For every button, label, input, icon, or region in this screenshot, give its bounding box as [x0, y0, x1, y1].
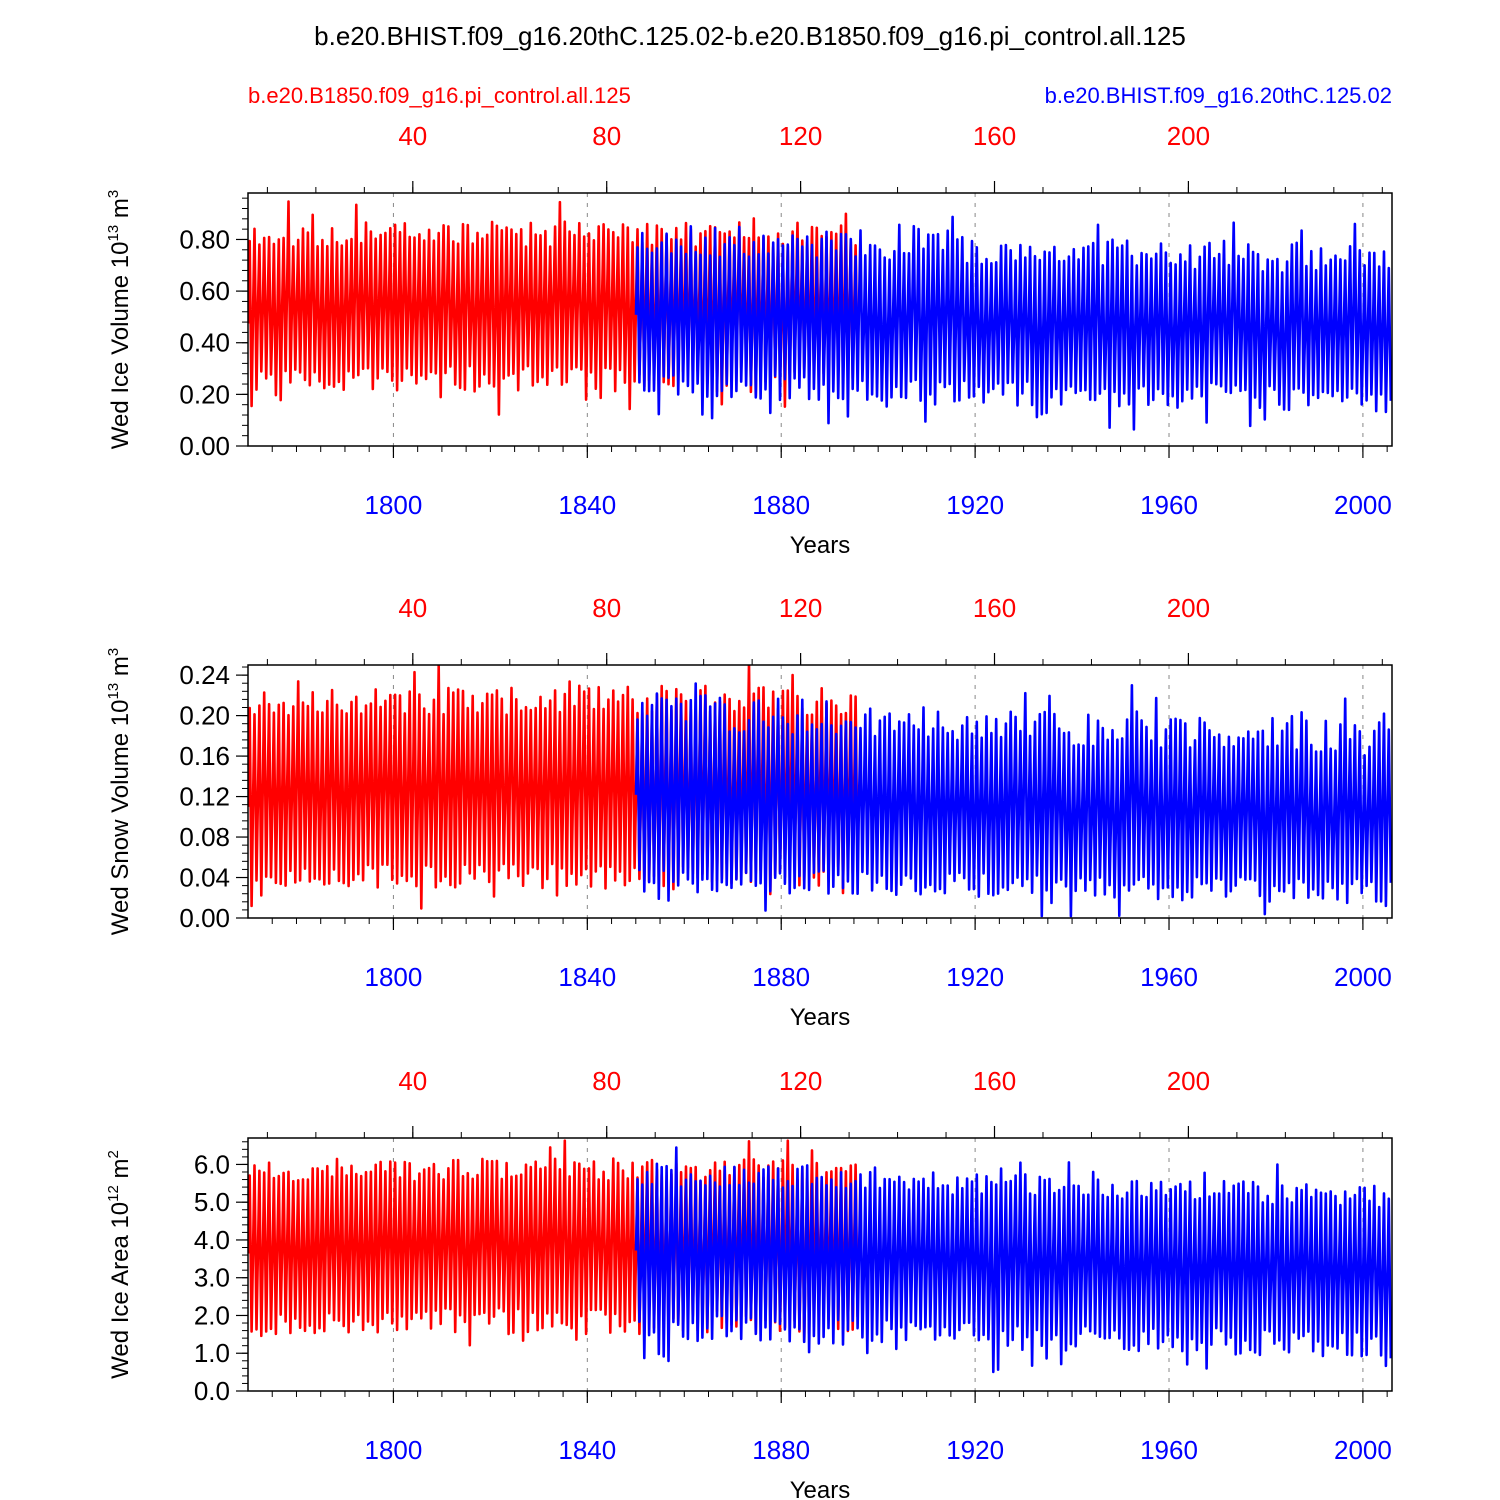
y-tick-label: 0.80: [179, 224, 230, 254]
top-tick-label: 80: [592, 121, 621, 151]
y-tick-label: 0.16: [179, 741, 230, 771]
series-group: [248, 665, 1392, 918]
panels: 0.00 0.20 0.40 0.60 0.80 1800 1840 1880 1920 1960…: [105, 121, 1393, 1500]
x-tick-label: 1960: [1140, 1435, 1198, 1465]
x-tick-label: 1800: [365, 1435, 423, 1465]
x-tick-label: 1840: [558, 962, 616, 992]
y-tick-label: 0.00: [179, 903, 230, 933]
y-tick-label: 0.08: [179, 822, 230, 852]
top-tick-label: 120: [779, 593, 822, 623]
top-tick-label: 120: [779, 121, 822, 151]
y-tick-label: 4.0: [194, 1225, 230, 1255]
x-tick-label: 1960: [1140, 962, 1198, 992]
y-axis-label: Wed Ice Volume 1013 m3: [105, 190, 134, 449]
x-tick-label: 1880: [752, 1435, 810, 1465]
x-tick-label: 1840: [558, 1435, 616, 1465]
x-tick-label: 1920: [946, 1435, 1004, 1465]
series-group: [248, 200, 1392, 431]
hist-series-line: [634, 215, 1392, 431]
legend-hist-label: b.e20.BHIST.f09_g16.20thC.125.02: [1045, 83, 1392, 108]
x-tick-label: 1800: [365, 490, 423, 520]
top-tick-label: 160: [973, 1066, 1016, 1096]
top-tick-label: 160: [973, 593, 1016, 623]
top-tick-label: 120: [779, 1066, 822, 1096]
y-tick-label: 0.0: [194, 1376, 230, 1406]
top-tick-label: 160: [973, 121, 1016, 151]
top-tick-label: 40: [398, 593, 427, 623]
y-tick-label: 0.00: [179, 431, 230, 461]
legend-control-label: b.e20.B1850.f09_g16.pi_control.all.125: [248, 83, 631, 108]
x-tick-label: 2000: [1334, 1435, 1392, 1465]
x-tick-label: 1880: [752, 962, 810, 992]
x-tick-label: 1920: [946, 490, 1004, 520]
top-tick-label: 40: [398, 121, 427, 151]
x-tick-label: 2000: [1334, 962, 1392, 992]
top-tick-label: 80: [592, 593, 621, 623]
y-tick-label: 0.04: [179, 863, 230, 893]
plot-frame: [247, 192, 1393, 447]
x-tick-label: 1880: [752, 490, 810, 520]
series-group: [248, 1139, 1392, 1374]
y-tick-label: 0.20: [179, 701, 230, 731]
top-tick-label: 200: [1167, 1066, 1210, 1096]
y-tick-label: 0.60: [179, 276, 230, 306]
x-axis-label: Years: [790, 1477, 851, 1500]
hist-series-line: [634, 1146, 1392, 1374]
y-tick-label: 3.0: [194, 1263, 230, 1293]
top-tick-label: 80: [592, 1066, 621, 1096]
x-tick-label: 1840: [558, 490, 616, 520]
x-tick-label: 1800: [365, 962, 423, 992]
x-tick-label: 2000: [1334, 490, 1392, 520]
x-axis-label: Years: [790, 532, 851, 559]
y-tick-label: 1.0: [194, 1338, 230, 1368]
y-tick-label: 0.40: [179, 328, 230, 358]
y-axis-label: Wed Ice Area 1012 m2: [105, 1150, 134, 1379]
chart-title: b.e20.BHIST.f09_g16.20thC.125.02-b.e20.B…: [314, 21, 1186, 51]
y-tick-label: 0.20: [179, 379, 230, 409]
x-axis-label: Years: [790, 1004, 851, 1031]
panel-1: 0.00 0.20 0.40 0.60 0.80 1800 1840 1880 1920 1960…: [105, 121, 1393, 559]
plot-frame: [247, 1137, 1393, 1392]
y-tick-label: 5.0: [194, 1187, 230, 1217]
plot-frame: [247, 664, 1393, 919]
x-tick-label: 1920: [946, 962, 1004, 992]
top-tick-label: 40: [398, 1066, 427, 1096]
y-tick-label: 0.24: [179, 660, 230, 690]
panel-2: 0.00 0.04 0.08 0.12 0.16 0.20 0.24 1800 1840 1880…: [105, 593, 1393, 1031]
x-tick-label: 1960: [1140, 490, 1198, 520]
y-axis-label: Wed Snow Volume 1013 m3: [105, 648, 134, 935]
y-tick-label: 0.12: [179, 782, 230, 812]
hist-series-line: [634, 682, 1392, 918]
top-tick-label: 200: [1167, 593, 1210, 623]
y-tick-label: 2.0: [194, 1300, 230, 1330]
y-tick-label: 6.0: [194, 1149, 230, 1179]
top-tick-label: 200: [1167, 121, 1210, 151]
panel-3: 0.0 1.0 2.0 3.0 4.0 5.0 6.0 1800 1840 1880 1920 196…: [105, 1066, 1393, 1500]
